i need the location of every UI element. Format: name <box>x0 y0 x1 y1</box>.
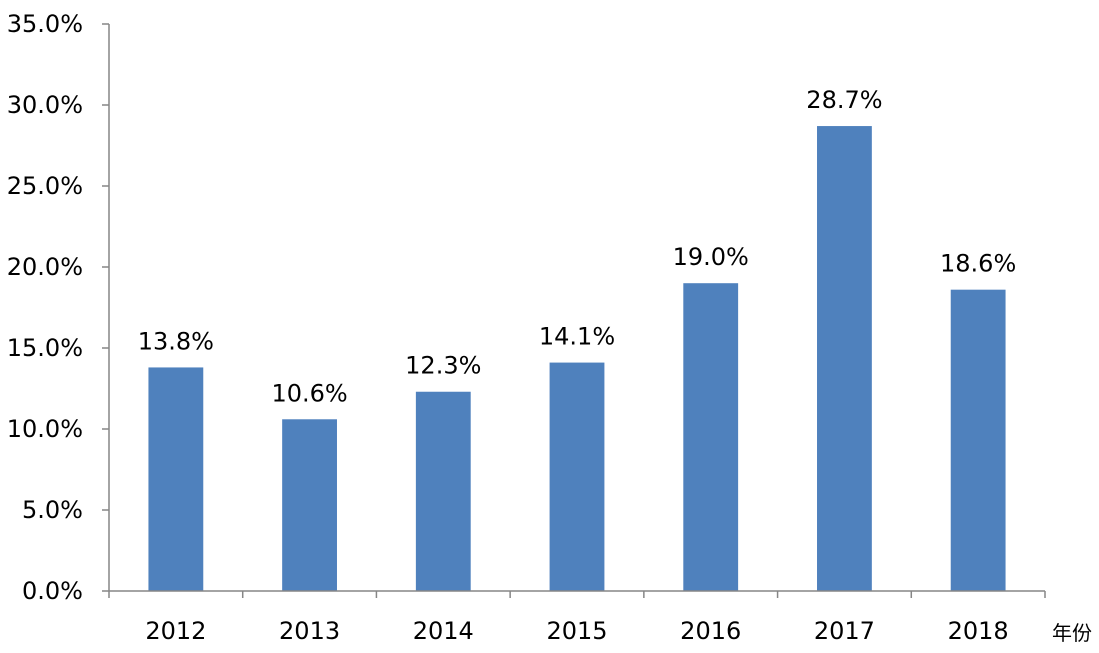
x-tick-label-2017: 2017 <box>814 617 875 645</box>
x-axis-ticks: 2012 2013 2014 2015 2016 2017 2018 <box>108 591 1046 645</box>
x-tick-label-2016: 2016 <box>680 617 741 645</box>
data-label-2016: 19.0% <box>673 243 749 271</box>
y-tick-label: 30.0% <box>7 91 83 119</box>
y-tick-label: 25.0% <box>7 172 83 200</box>
bars <box>148 126 1006 591</box>
bar-2017 <box>817 126 872 591</box>
bar-2012 <box>148 367 204 591</box>
x-tick-label-2014: 2014 <box>413 617 474 645</box>
x-tick-label-2018: 2018 <box>948 617 1009 645</box>
y-tick-label: 20.0% <box>7 253 83 281</box>
data-label-2018: 18.6% <box>940 250 1016 278</box>
x-tick-label-2012: 2012 <box>145 617 206 645</box>
bar-2014 <box>415 391 471 591</box>
x-tick-label-2015: 2015 <box>546 617 607 645</box>
axes <box>108 24 1045 592</box>
data-label-2015: 14.1% <box>539 323 615 351</box>
y-tick-label: 15.0% <box>7 334 83 362</box>
bar-2018 <box>950 289 1006 591</box>
data-label-2012: 13.8% <box>138 327 214 355</box>
y-tick-label: 10.0% <box>7 415 83 443</box>
x-tick-label-2013: 2013 <box>279 617 340 645</box>
data-label-2013: 10.6% <box>271 379 347 407</box>
bar-2016 <box>683 283 739 591</box>
y-tick-label: 5.0% <box>22 496 83 524</box>
y-tick-label: 0.0% <box>22 577 83 605</box>
y-axis-ticks: 0.0% 5.0% 10.0% 15.0% 20.0% 25.0% 30.0% 35.0% <box>7 10 109 605</box>
x-axis-label: 年份 <box>1052 621 1092 645</box>
y-tick-label: 35.0% <box>7 10 83 38</box>
data-label-2017: 28.7% <box>806 86 882 114</box>
bar-2015 <box>549 362 605 591</box>
bar-2013 <box>282 419 337 591</box>
data-labels: 13.8% 10.6% 12.3% 14.1% 19.0% 28.7% 18.6% <box>138 86 1017 407</box>
data-label-2014: 12.3% <box>405 352 481 380</box>
